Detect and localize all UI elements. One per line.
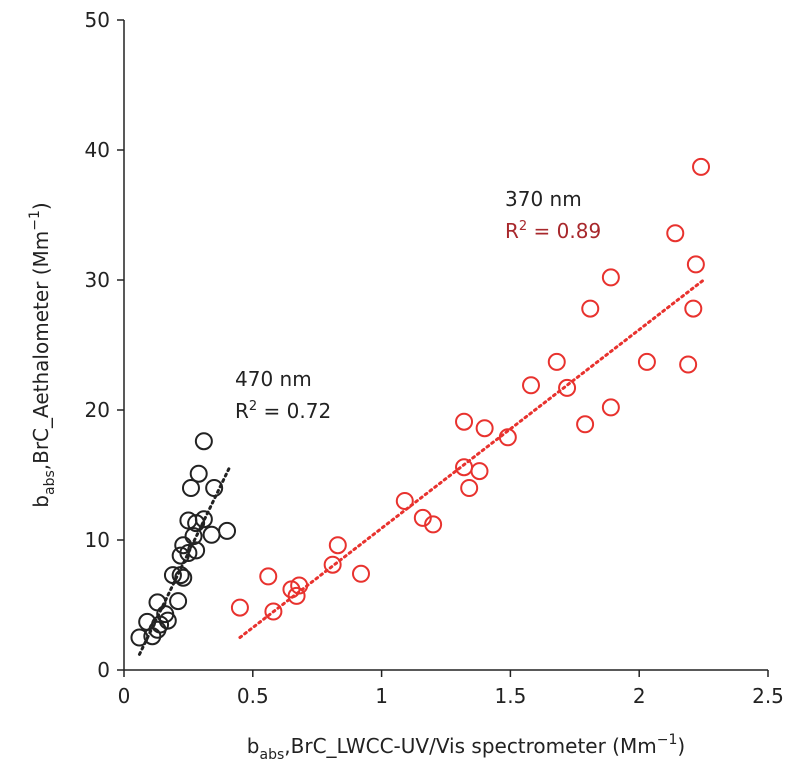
x-axis-title-part: b [247, 734, 260, 758]
annotation-r2-part: 2 [249, 399, 257, 414]
y-tick-label: 20 [85, 398, 110, 422]
point [679, 355, 698, 374]
point [424, 515, 443, 534]
y-axis-title-part: ,BrC_Aethalometer (Mm [29, 231, 53, 471]
point [264, 602, 283, 621]
x-tick-label: 2.5 [752, 684, 784, 708]
point [179, 544, 198, 562]
annotation-label: 470 nm [235, 367, 312, 391]
y-tick-label: 50 [85, 8, 110, 32]
point [205, 479, 224, 497]
point [413, 508, 432, 527]
point [547, 352, 566, 371]
x-axis-title-part: abs [260, 747, 285, 763]
annotation-r2: R2 = 0.89 [505, 219, 601, 243]
y-axis-title-part: abs [42, 470, 58, 495]
point [475, 419, 494, 438]
point [181, 479, 200, 497]
annotation-r2-part: R [235, 399, 249, 423]
point [259, 567, 278, 586]
point [169, 592, 188, 611]
annotation-r2-part: 2 [519, 219, 527, 234]
point [218, 521, 237, 540]
point [498, 428, 517, 447]
point [455, 412, 474, 431]
x-axis-title: babs,BrC_LWCC-UV/Vis spectrometer (Mm−1) [247, 732, 685, 763]
annotation-r2-part: R [505, 219, 519, 243]
point [351, 564, 370, 583]
point [163, 566, 182, 585]
point [581, 299, 600, 318]
annotation-label: 370 nm [505, 187, 582, 211]
point [184, 527, 203, 546]
point [460, 479, 479, 497]
point [287, 586, 306, 605]
y-tick-label: 40 [85, 138, 110, 162]
point [692, 157, 711, 176]
point [395, 492, 414, 510]
point [194, 432, 213, 451]
x-axis-title-part: ) [677, 734, 685, 758]
point [637, 352, 656, 371]
point [522, 376, 541, 395]
x-tick-label: 2 [633, 684, 646, 708]
x-tick-label: 1.5 [494, 684, 526, 708]
point [290, 576, 309, 595]
point [684, 299, 703, 318]
point [558, 378, 577, 397]
point [576, 415, 595, 434]
y-axis-title-part: ) [29, 202, 53, 210]
point [686, 255, 705, 274]
y-tick-label: 10 [85, 528, 110, 552]
x-axis-title-part: −1 [657, 732, 678, 748]
point [171, 546, 190, 565]
x-axis-title-part: ,BrC_LWCC-UV/Vis spectrometer (Mm [284, 734, 656, 758]
point [230, 598, 249, 617]
annotation-r2-part: = 0.72 [257, 399, 331, 423]
trendline [238, 278, 706, 639]
point [189, 464, 208, 483]
x-tick-label: 1 [375, 684, 388, 708]
x-tick-label: 0 [118, 684, 131, 708]
y-axis-title-part: b [29, 495, 53, 508]
point [148, 593, 167, 612]
point [158, 611, 177, 630]
y-tick-label: 0 [97, 658, 110, 682]
point [171, 566, 190, 585]
point [187, 541, 206, 560]
point [470, 462, 489, 481]
point [130, 628, 149, 647]
y-axis-title-part: −1 [27, 210, 43, 231]
point [601, 398, 620, 417]
point [174, 568, 193, 587]
point [202, 525, 221, 544]
y-axis-title: babs,BrC_Aethalometer (Mm−1) [27, 202, 58, 507]
point [194, 510, 213, 529]
point [323, 555, 342, 574]
x-tick-label: 0.5 [237, 684, 269, 708]
point [601, 268, 620, 287]
annotation-r2-part: = 0.89 [527, 219, 601, 243]
y-tick-label: 30 [85, 268, 110, 292]
annotation-r2: R2 = 0.72 [235, 399, 331, 423]
point [666, 224, 685, 243]
point [328, 536, 347, 555]
